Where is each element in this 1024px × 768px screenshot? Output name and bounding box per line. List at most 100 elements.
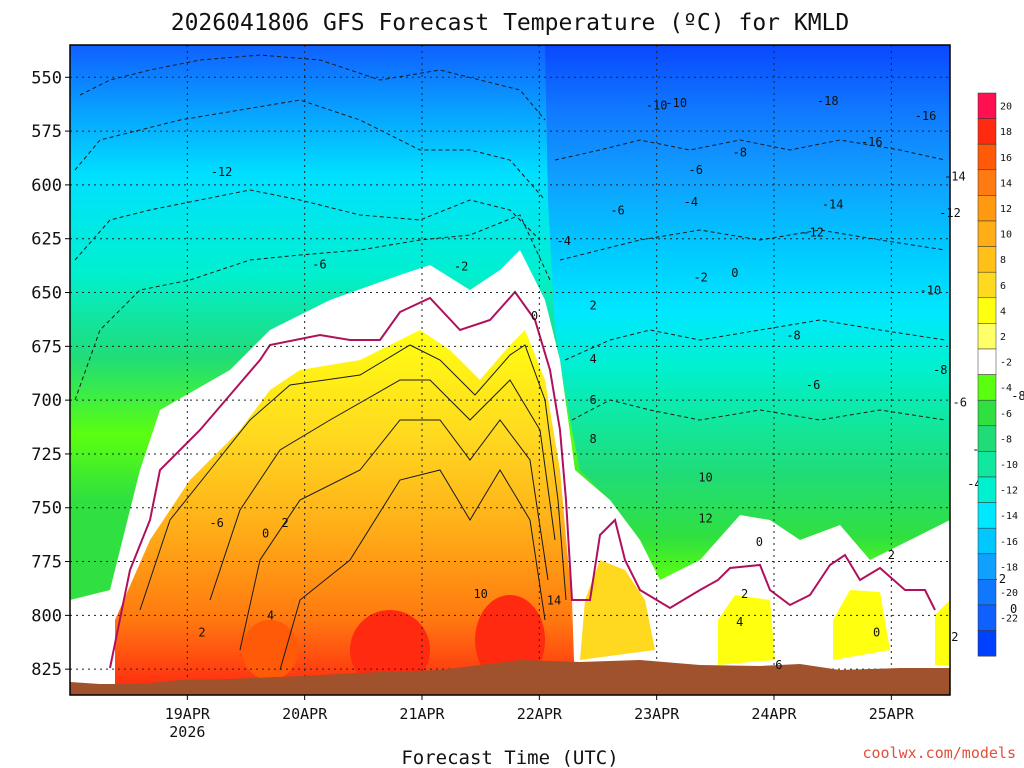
isotherm-label: 2 [281,516,288,530]
colorbar-label: -18 [1000,562,1018,573]
isotherm-label: -6 [610,204,624,218]
colorbar-label: -16 [1000,537,1018,548]
colorbar-label: -2 [1000,358,1012,369]
isotherm-label: 0 [873,626,880,640]
isotherm-label: -12 [939,206,961,220]
colorbar-label: -12 [1000,486,1018,497]
y-tick-label: 600 [31,176,62,196]
colorbar-swatch [977,604,997,631]
y-tick-label: 800 [31,606,62,626]
colorbar-swatch [977,271,997,299]
isotherm-label: 6 [775,658,782,672]
isotherm-label: -10 [1022,350,1024,364]
colorbar-swatch [977,323,997,350]
isotherm-label: 4 [736,615,743,629]
isotherm-label: -16 [915,109,937,123]
isotherm-label: -6 [806,378,820,392]
colorbar-swatch [977,220,997,247]
isotherm-label: 2 [198,626,205,640]
y-tick-label: 575 [31,122,62,142]
dotted-grid [70,45,950,695]
x-tick-label: 24APR [751,705,797,723]
y-tick-label: 625 [31,230,62,250]
colorbar-label: -10 [1000,460,1018,471]
isotherm-label: -10 [646,98,668,112]
isotherm-label: 0 [262,527,269,541]
colorbar-swatch [977,118,997,145]
x-tick-label: 19APR [165,705,211,723]
isotherm-label: -8 [1011,389,1024,403]
colorbar-label: -8 [1000,434,1012,445]
x-tick-label: 20APR [282,705,328,723]
colorbar-label: 8 [1000,255,1006,266]
x-tick-label: 25APR [869,705,915,723]
warm-pocket-24apr [718,595,775,665]
positive-isotherms [139,344,567,671]
colorbar-swatch [977,246,997,273]
isotherm-label: 14 [547,593,561,607]
colorbar-swatch [977,399,997,427]
isotherm-label: 0 [1010,602,1017,616]
colorbar-label: -20 [1000,588,1018,599]
isotherm-label: 10 [698,471,712,485]
isotherm-label: 6 [589,393,596,407]
y-tick-label: 775 [31,553,62,573]
plot-area [70,45,950,695]
colorbar-label: 14 [1000,178,1012,189]
isotherm-label: 10 [473,587,487,601]
isotherm-label: -6 [209,516,223,530]
y-tick-label: 750 [31,499,62,519]
isotherm-label: 12 [698,512,712,526]
colorbar-label: -4 [1000,383,1012,394]
y-tick-label: 825 [31,660,62,680]
credit-link[interactable]: coolwx.com/models [862,744,1016,762]
colorbar-swatch [977,451,997,478]
warm-pocket-25apr [833,590,890,660]
isotherm-label: 4 [267,608,274,622]
colorbar-label: 20 [1000,102,1012,113]
isotherm-label: -6 [953,395,967,409]
colorbar-label: 6 [1000,281,1006,292]
warm-pocket-23apr [580,560,655,660]
isotherm-label: 0 [756,535,763,549]
colorbar-swatch [977,348,997,375]
colorbar-swatch [977,502,997,529]
x-tick-year: 2026 [169,723,205,741]
colorbar-label: 12 [1000,204,1012,215]
isotherm-label: 8 [589,432,596,446]
isotherm-label: 0 [731,266,738,280]
isotherm-label: -4 [684,195,698,209]
colorbar-label: 16 [1000,153,1012,164]
colorbar-label: 18 [1000,127,1012,138]
colorbar-swatch [977,297,997,324]
isotherm-label: -16 [861,135,883,149]
colorbar-label: -14 [1000,511,1018,522]
isotherm-label: -8 [933,363,947,377]
colorbar-label: 2 [1000,332,1006,343]
colorbar-swatch [977,425,997,452]
isotherm-label: -2 [454,260,468,274]
colorbar-swatch [977,579,997,606]
isotherm-label: -12 [211,165,233,179]
warm-core-field [115,330,575,690]
x-axis-label: Forecast Time (UTC) [401,747,618,768]
isotherm-label: 2 [951,630,958,644]
y-tick-label: 700 [31,391,62,411]
colorbar-swatch [977,527,997,555]
post-frontal-cold-field [545,45,950,580]
colorbar-label: 10 [1000,230,1012,241]
hot-spot-21apr [350,610,430,690]
isotherm-label: -10 [665,96,687,110]
isotherm-label: 2 [589,298,596,312]
isotherm-label: 0 [531,309,538,323]
y-tick-label: 650 [31,284,62,304]
colorbar-swatch [977,630,997,657]
plot-frame [69,44,951,696]
colorbar-swatch [977,476,997,503]
isotherm-label: -8 [733,146,747,160]
colorbar-swatch [977,553,997,580]
colorbar-swatch [977,374,997,401]
isotherm-label: -2 [693,270,707,284]
colorbar-label: 4 [1000,306,1006,317]
